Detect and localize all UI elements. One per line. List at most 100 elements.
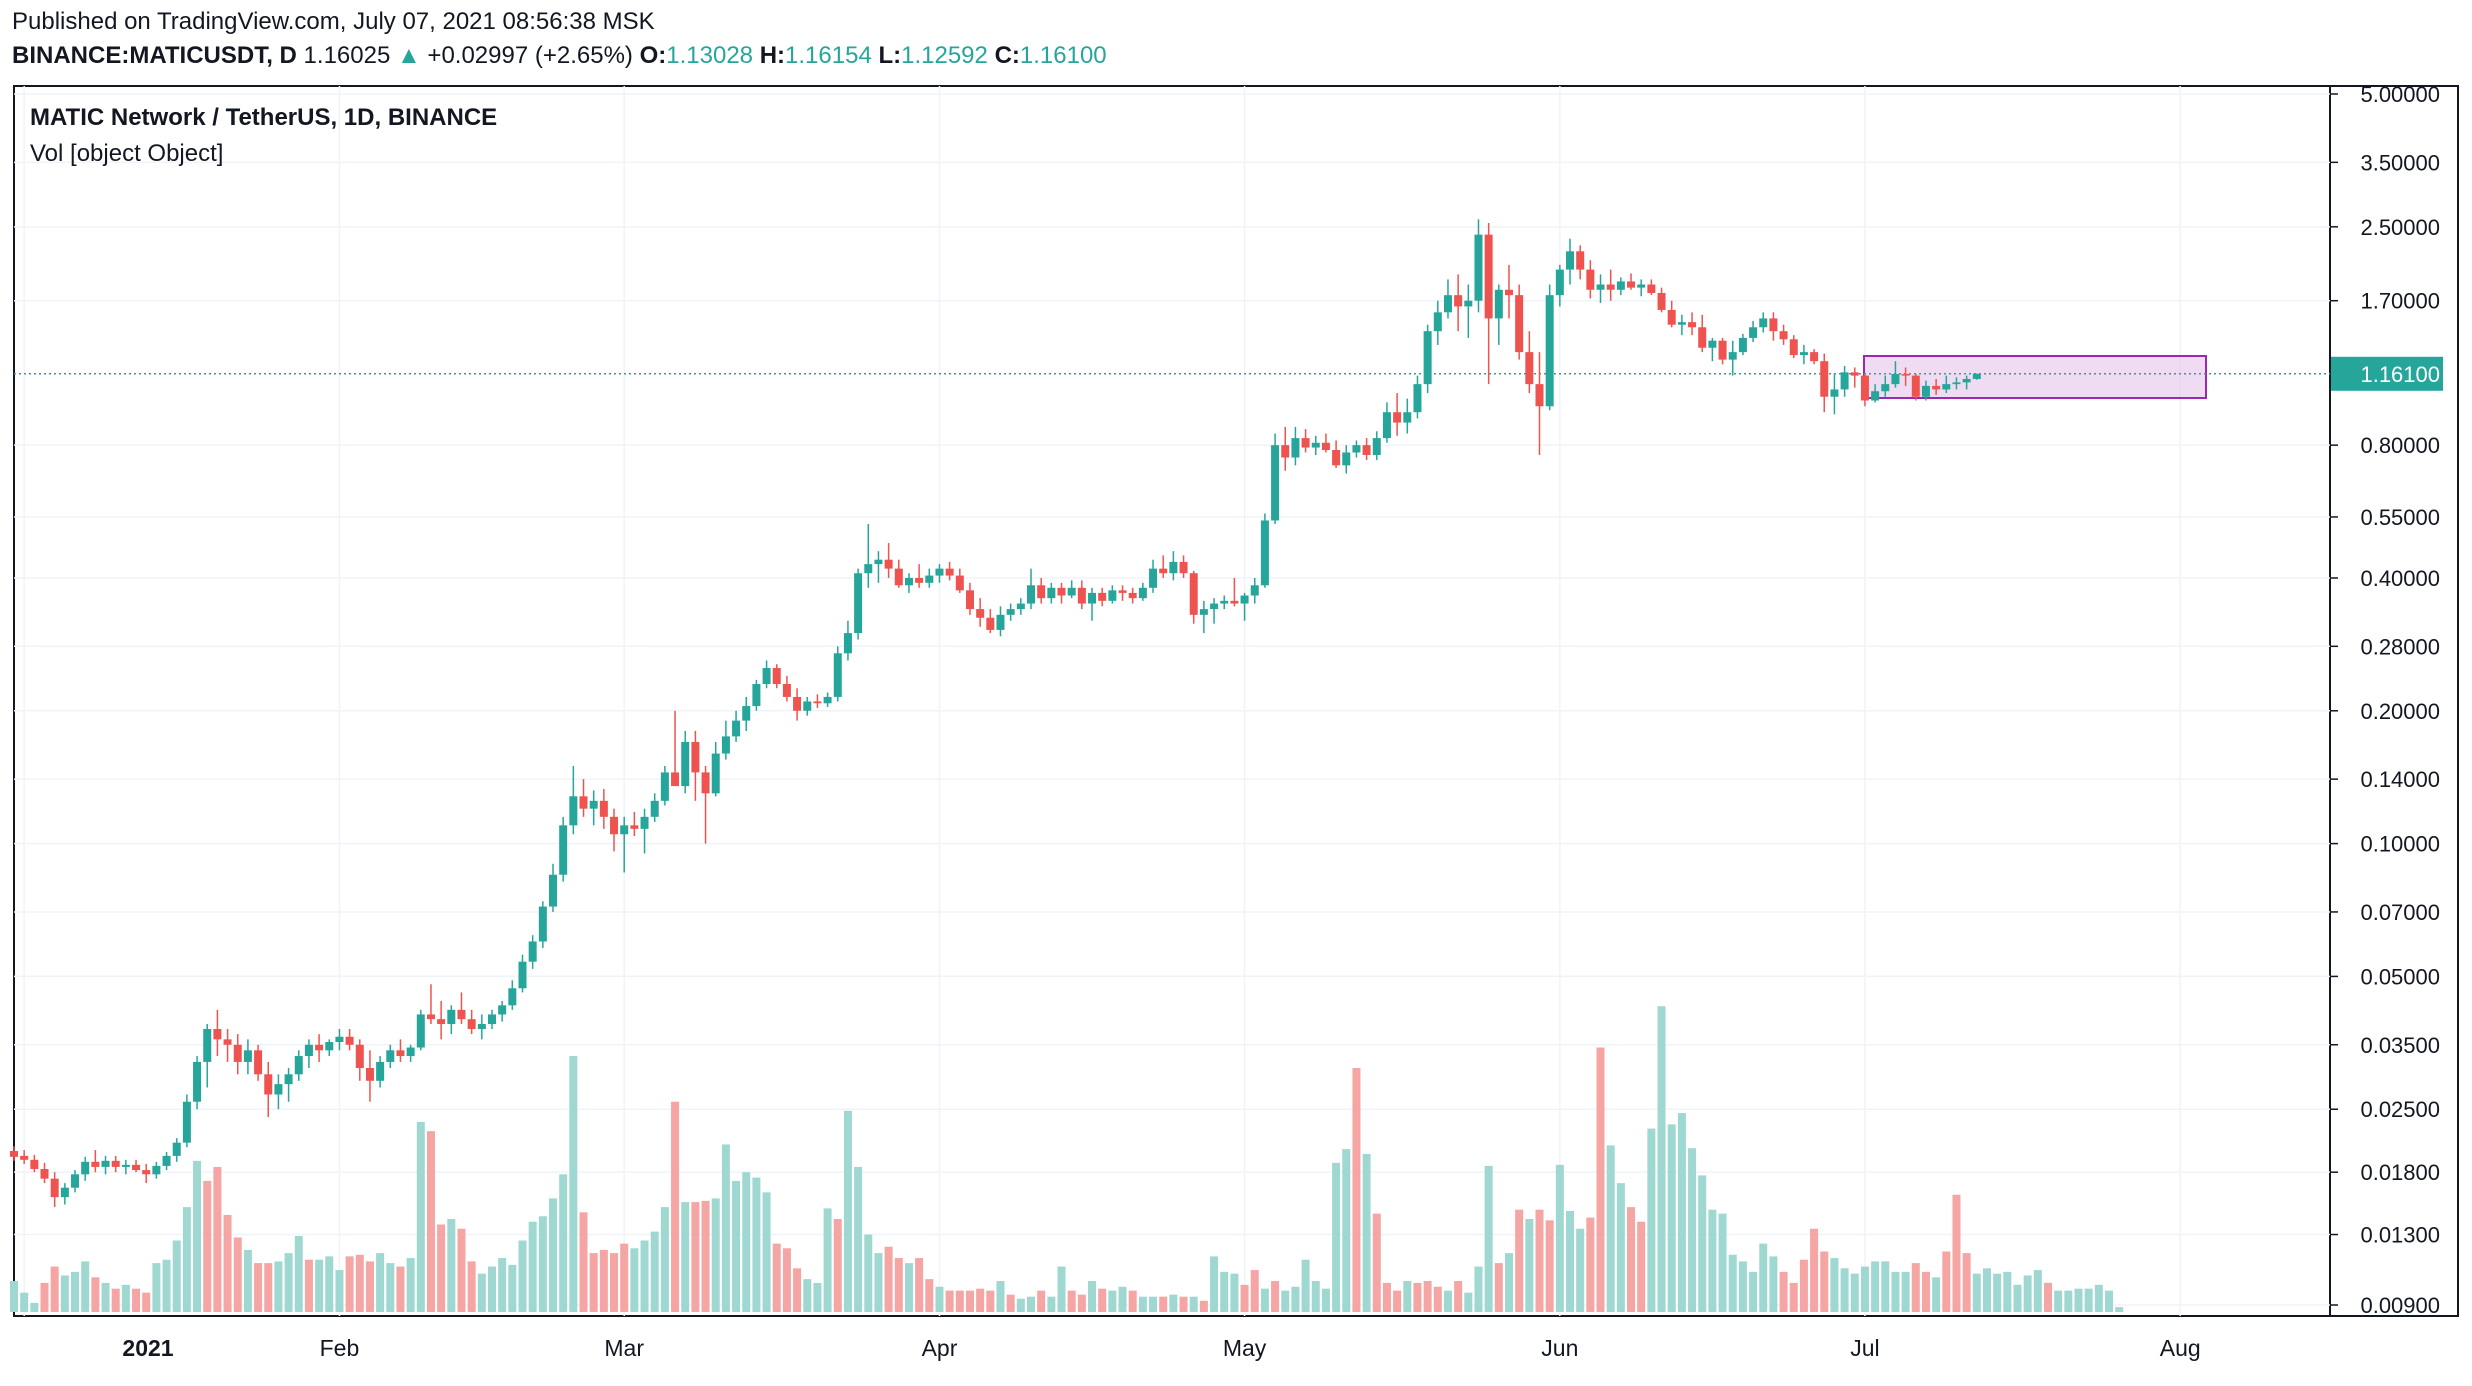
volume-bar — [10, 1281, 18, 1312]
candle — [1789, 335, 1798, 359]
candle-body — [1789, 339, 1798, 356]
candle-body — [1189, 573, 1198, 615]
candle-body — [1881, 384, 1890, 392]
candle — [1667, 300, 1676, 328]
candle-body — [1169, 561, 1178, 574]
candle-body — [1037, 585, 1046, 599]
price-axis-label: 0.80000 — [2360, 433, 2440, 458]
volume-bar — [325, 1256, 334, 1312]
candle-body — [996, 614, 1005, 630]
volume-bar — [1820, 1251, 1829, 1312]
volume-bar — [1627, 1207, 1636, 1312]
candle — [60, 1183, 69, 1205]
candle — [1830, 373, 1839, 415]
candle-body — [1871, 391, 1880, 401]
candle — [1098, 587, 1107, 607]
volume-bar — [1403, 1281, 1412, 1312]
volume-bar — [752, 1177, 761, 1312]
candle-body — [91, 1161, 100, 1167]
candle — [1301, 429, 1310, 453]
price-axis-label: 0.01800 — [2360, 1160, 2440, 1185]
candle — [732, 710, 741, 742]
candle — [813, 694, 822, 708]
volume-bar — [50, 1266, 59, 1312]
volume-legend: Vol [object Object] — [30, 140, 224, 167]
candle-body — [1708, 340, 1717, 348]
candle-body — [1769, 318, 1778, 332]
candle-body — [1616, 281, 1625, 290]
volume-bar — [1749, 1271, 1758, 1312]
volume-bar — [1220, 1271, 1229, 1312]
candle — [1027, 568, 1035, 610]
candle-body — [1027, 585, 1035, 604]
volume-bar — [345, 1256, 354, 1312]
candle — [793, 688, 802, 721]
candle — [457, 992, 466, 1025]
candle-body — [1332, 450, 1341, 466]
volume-bar — [559, 1174, 568, 1312]
volume-bar — [1688, 1148, 1697, 1312]
candle-body — [650, 800, 659, 817]
volume-bar — [20, 1292, 29, 1312]
volume-bar — [2023, 1275, 2032, 1312]
candle-body — [1454, 295, 1463, 307]
volume-bar — [1789, 1282, 1798, 1312]
volume-bar — [894, 1258, 903, 1312]
volume-bar — [1515, 1209, 1524, 1312]
candle — [589, 790, 598, 826]
candle-body — [447, 1009, 456, 1025]
volume-bar — [1494, 1263, 1503, 1312]
volume-bar — [1566, 1210, 1575, 1312]
price-axis-label: 0.20000 — [2360, 699, 2440, 724]
price-axis-label: 5.00000 — [2360, 82, 2440, 107]
candle-body — [518, 961, 527, 989]
candle — [1077, 580, 1086, 610]
candle-body — [1647, 284, 1656, 293]
volume-bar — [955, 1290, 964, 1312]
candle — [1921, 380, 1930, 401]
candle — [1698, 314, 1707, 353]
volume-bar — [610, 1253, 619, 1312]
volume-bar — [823, 1208, 832, 1312]
volume-bar — [711, 1198, 720, 1312]
volume-bar — [904, 1263, 913, 1312]
candle-body — [254, 1050, 263, 1075]
candle — [1586, 260, 1595, 299]
open-value: 1.13028 — [666, 42, 754, 69]
volume-bar — [376, 1253, 385, 1312]
candle-body — [1677, 322, 1686, 325]
volume-bar — [2105, 1290, 2114, 1312]
candle — [1820, 353, 1829, 413]
candle — [782, 675, 791, 702]
candle-body — [1627, 281, 1636, 288]
candle — [162, 1151, 171, 1171]
candle-body — [1657, 292, 1666, 310]
volume-bar — [1698, 1175, 1707, 1312]
candle-body — [294, 1056, 303, 1075]
candle — [1260, 513, 1269, 588]
candle — [10, 1146, 18, 1161]
volume-bar — [1555, 1164, 1564, 1312]
high-label: H: — [759, 42, 786, 69]
candle — [243, 1039, 252, 1075]
candle — [1128, 587, 1137, 604]
candle-body — [1159, 568, 1168, 574]
candle-body — [213, 1029, 222, 1040]
candle — [721, 720, 730, 760]
volume-bar — [1759, 1243, 1768, 1312]
candle-body — [671, 772, 680, 787]
candle-body — [1698, 327, 1707, 348]
volume-bar — [854, 1166, 863, 1312]
volume-bar — [1911, 1263, 1920, 1312]
price-axis-label: 0.55000 — [2360, 505, 2440, 530]
candle-body — [1118, 590, 1127, 593]
candle-body — [508, 988, 517, 1006]
published-line: Published on TradingView.com, July 07, 2… — [12, 8, 655, 35]
candle-body — [1504, 289, 1513, 296]
volume-bar — [1260, 1288, 1269, 1312]
candle — [1932, 378, 1941, 395]
volume-bar — [1901, 1271, 1910, 1312]
plot-frame — [13, 85, 2331, 1317]
candle-body — [203, 1029, 212, 1062]
